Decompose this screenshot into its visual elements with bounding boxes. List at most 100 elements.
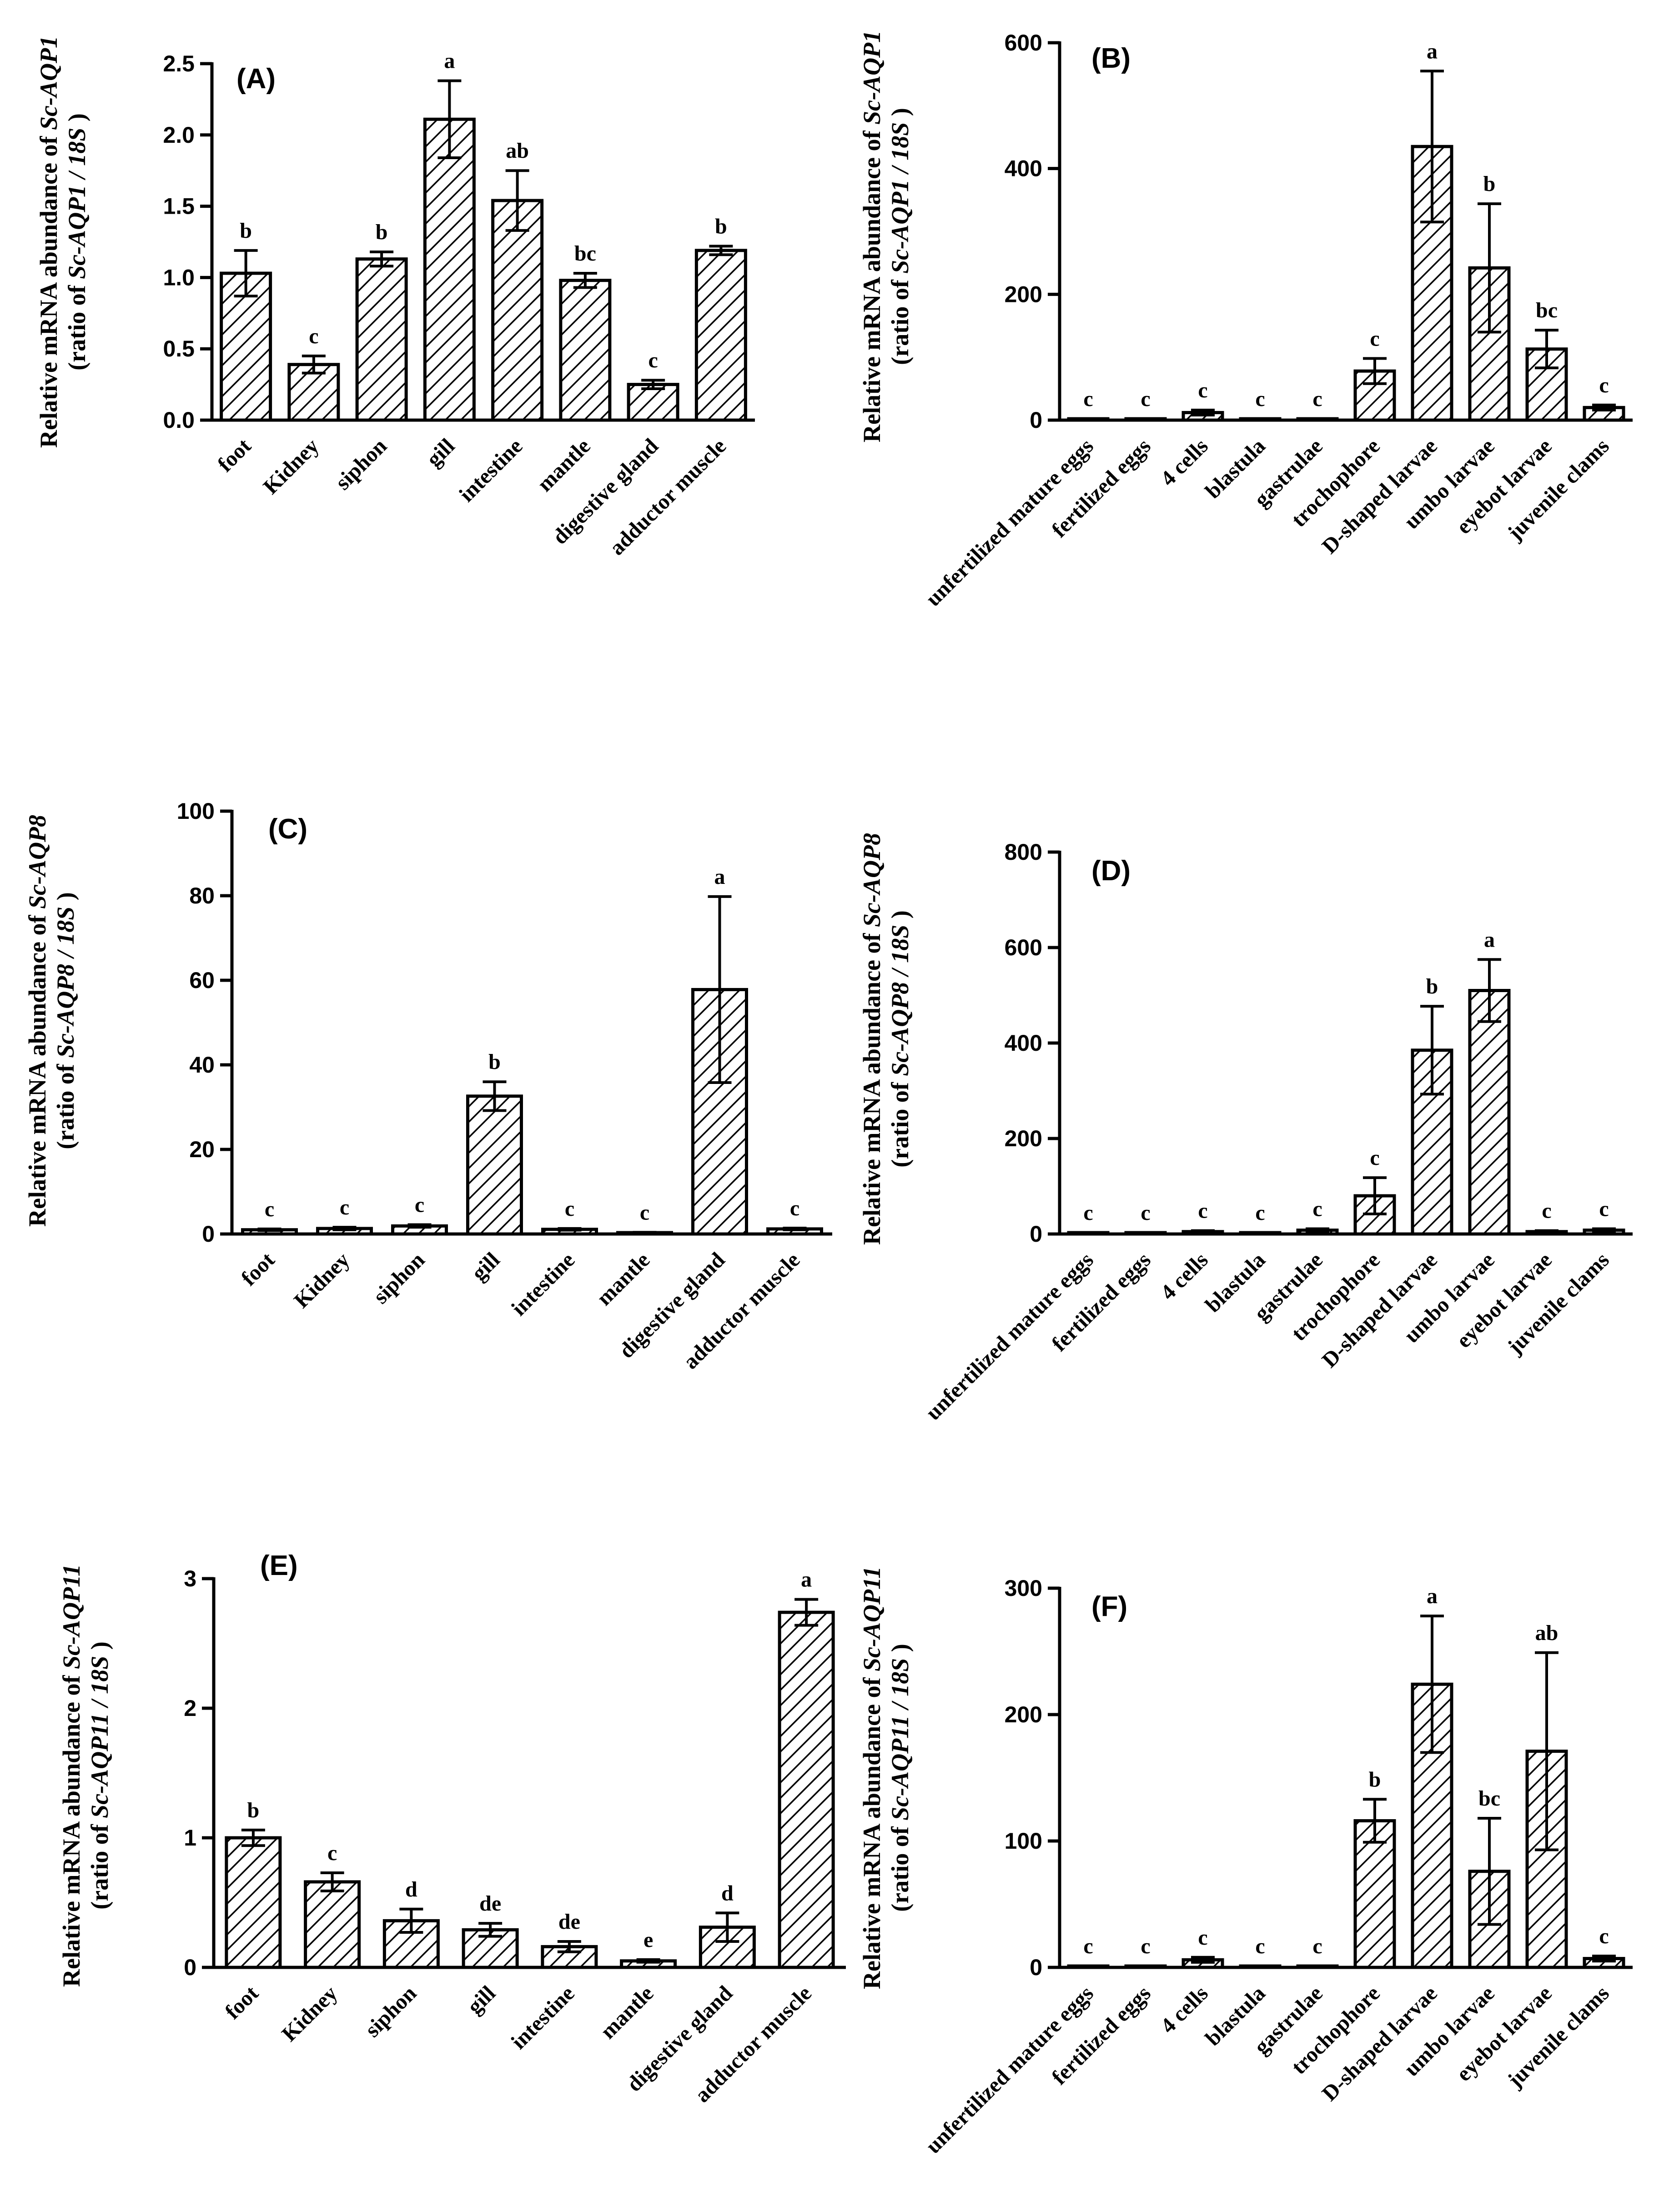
- y-axis-label: Relative mRNA abundance of Sc-AQP11: [858, 1566, 885, 1989]
- bar: [220, 271, 272, 422]
- y-axis-label: Relative mRNA abundance of Sc-AQP1: [858, 30, 885, 442]
- significance-label: bc: [574, 241, 596, 266]
- y-axis-label: Relative mRNA abundance of Sc-AQP8: [24, 815, 51, 1227]
- bar: [1124, 1231, 1167, 1236]
- significance-label: de: [558, 1910, 580, 1934]
- y-axis-label-ratio: (ratio of Sc-AQP8 / 18S ): [52, 892, 79, 1149]
- significance-label: c: [1370, 326, 1379, 351]
- y-axis-label-ratio: (ratio of Sc-AQP1 / 18S ): [63, 113, 90, 370]
- category-label: juvenile clams: [1503, 1248, 1614, 1359]
- y-tick-label: 800: [1005, 839, 1042, 865]
- significance-label: c: [1198, 1199, 1207, 1223]
- significance-label: d: [721, 1881, 734, 1905]
- y-tick-label: 400: [1005, 156, 1042, 181]
- significance-label: ab: [506, 139, 529, 163]
- category-label: fertilized eggs: [1047, 1248, 1156, 1356]
- y-tick-label: 400: [1005, 1030, 1042, 1056]
- bar: [1067, 417, 1110, 422]
- significance-label: b: [1369, 1767, 1381, 1791]
- category-label: gill: [422, 434, 459, 471]
- y-axis-label: Relative mRNA abundance of Sc-AQP1: [35, 36, 62, 448]
- bar: [1124, 1964, 1167, 1969]
- y-tick-label: 100: [1005, 1828, 1042, 1854]
- chart-panel-e: 0123bfootcKidneydsiphondegilldeintestine…: [58, 1550, 846, 2107]
- category-label: gill: [467, 1248, 505, 1285]
- y-tick-label: 1.5: [163, 194, 195, 219]
- significance-label: ab: [1535, 1621, 1558, 1645]
- panel-label: (C): [268, 813, 307, 845]
- significance-label: c: [1255, 1934, 1265, 1958]
- significance-label: c: [1141, 1201, 1150, 1225]
- significance-label: c: [1255, 387, 1265, 411]
- bar: [1239, 417, 1282, 422]
- significance-label: b: [376, 220, 388, 244]
- category-label: siphon: [331, 434, 392, 495]
- panel-label: (D): [1091, 855, 1131, 887]
- y-tick-label: 2.5: [163, 51, 195, 76]
- category-label: Kidney: [259, 434, 324, 499]
- y-tick-label: 0: [1030, 1955, 1042, 1980]
- y-tick-label: 60: [189, 968, 215, 993]
- significance-label: c: [1255, 1201, 1265, 1225]
- y-tick-label: 300: [1005, 1575, 1042, 1601]
- panel-label: (E): [260, 1550, 298, 1581]
- y-axis-label: Relative mRNA abundance of Sc-AQP8: [858, 833, 885, 1245]
- y-tick-label: 600: [1005, 935, 1042, 960]
- significance-label: b: [488, 1050, 501, 1074]
- y-tick-label: 80: [189, 883, 215, 908]
- category-label: mantle: [533, 434, 595, 496]
- significance-label: c: [1599, 1924, 1609, 1948]
- y-tick-label: 0.5: [163, 336, 195, 361]
- category-label: siphon: [369, 1248, 430, 1309]
- y-tick-label: 2: [184, 1695, 196, 1721]
- y-tick-label: 100: [177, 798, 215, 824]
- y-tick-label: 0: [1030, 1221, 1042, 1247]
- significance-label: c: [1599, 1197, 1609, 1221]
- significance-label: d: [405, 1877, 417, 1901]
- y-tick-label: 1: [184, 1825, 196, 1851]
- significance-label: b: [240, 219, 252, 243]
- category-label: adductor muscle: [605, 434, 731, 560]
- y-tick-label: 0: [202, 1221, 215, 1247]
- category-label: juvenile clams: [1503, 1981, 1614, 2092]
- y-tick-label: 1.0: [163, 265, 195, 290]
- significance-label: a: [801, 1568, 812, 1592]
- significance-label: c: [1083, 1934, 1093, 1958]
- bar: [491, 199, 544, 422]
- y-axis-label-ratio: (ratio of Sc-AQP11 / 18S ): [886, 1644, 914, 1911]
- bar: [355, 257, 408, 422]
- significance-label: c: [1141, 1934, 1150, 1958]
- bar: [559, 279, 612, 422]
- y-axis-label-ratio: (ratio of Sc-AQP11 / 18S ): [86, 1641, 113, 1909]
- significance-label: b: [1426, 974, 1438, 998]
- category-label: juvenile clams: [1503, 434, 1614, 545]
- chart-panel-a: 0.0 0.5 1.0 1.5 2.0 2.5 b foot c Kidney b siphon a gi…: [35, 36, 755, 560]
- significance-label: c: [1198, 1926, 1207, 1950]
- y-axis-label-ratio: (ratio of Sc-AQP8 / 18S ): [886, 910, 914, 1167]
- bar: [778, 1610, 835, 1969]
- significance-label: c: [1312, 1934, 1322, 1958]
- y-tick-label: 0: [1030, 407, 1042, 433]
- bar: [1296, 417, 1339, 422]
- panel-label: (A): [236, 63, 276, 95]
- significance-label: c: [1198, 378, 1207, 402]
- significance-label: c: [1312, 1197, 1322, 1221]
- y-tick-label: 3: [184, 1566, 196, 1591]
- bar: [225, 1836, 282, 1969]
- bar: [1296, 1964, 1339, 1969]
- bar: [423, 117, 476, 422]
- significance-label: a: [1427, 39, 1438, 63]
- y-axis-label-ratio: (ratio of Sc-AQP1 / 18S ): [886, 108, 914, 365]
- significance-label: c: [415, 1193, 424, 1217]
- category-label: foot: [236, 1248, 279, 1290]
- significance-label: bc: [1536, 298, 1558, 322]
- category-label: intestine: [454, 434, 527, 507]
- significance-label: c: [1542, 1199, 1551, 1223]
- y-tick-label: 40: [189, 1052, 215, 1078]
- significance-label: c: [565, 1197, 574, 1221]
- significance-label: c: [265, 1197, 274, 1221]
- y-tick-label: 600: [1005, 30, 1042, 55]
- significance-label: de: [479, 1891, 501, 1916]
